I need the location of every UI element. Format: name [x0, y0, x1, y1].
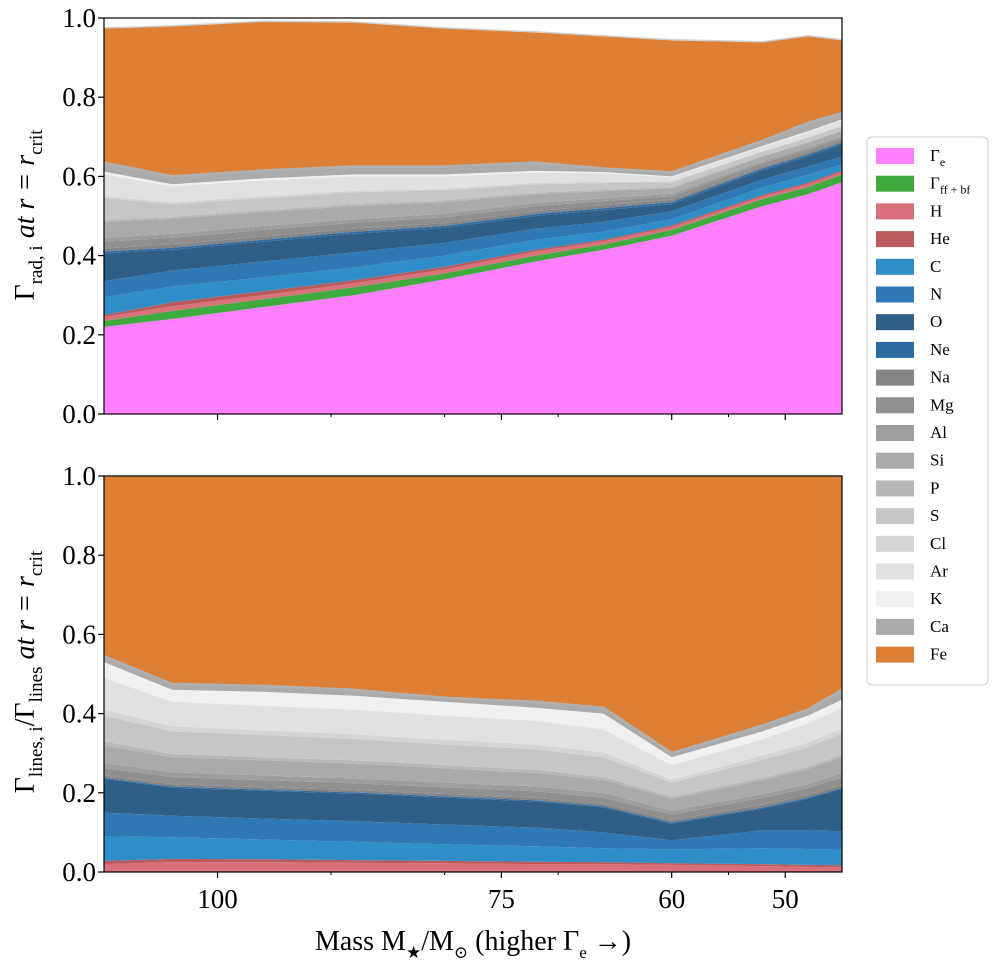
legend-swatch [876, 397, 914, 414]
x-tick-label: 75 [488, 884, 515, 914]
area-o [104, 778, 842, 841]
legend-label: P [930, 478, 939, 497]
fe-upper-edge [103, 20, 843, 43]
legend-swatch [876, 314, 914, 331]
legend-swatch [876, 563, 914, 580]
area-fe [104, 476, 842, 754]
area-n [104, 156, 842, 298]
legend-swatch [876, 175, 914, 192]
area-c [104, 164, 842, 315]
legend-swatch [876, 480, 914, 497]
area-o [104, 144, 842, 282]
legend-label: C [930, 257, 941, 276]
legend-label: He [930, 229, 950, 248]
legend-swatch [876, 203, 914, 220]
axes-frame [103, 475, 843, 873]
area-mg [104, 768, 842, 821]
bottom-panel: 0.0 0.2 0.4 0.6 0.8 1.0 100 75 60 50 [62, 461, 843, 914]
y-tick-label: 0.2 [62, 320, 96, 350]
y-tick-label: 0.4 [62, 699, 96, 729]
area-s [104, 126, 842, 220]
y-tick-label: 0.6 [62, 161, 96, 191]
area-n [104, 812, 842, 851]
area-cl [104, 125, 842, 205]
area-fe [104, 21, 842, 177]
legend-swatch [876, 369, 914, 386]
y-tick-label: 0.0 [62, 857, 96, 887]
legend-swatch [876, 646, 914, 663]
y-tick-label: 1.0 [62, 3, 96, 33]
legend-label: H [930, 201, 942, 220]
area-mg [104, 138, 842, 249]
area-h [104, 172, 842, 321]
area-k [104, 662, 842, 766]
x-tick-label: 50 [772, 884, 799, 914]
legend-swatch [876, 258, 914, 275]
legend-label: Fe [930, 645, 947, 664]
axes-frame [103, 17, 843, 415]
legend-swatch [876, 148, 914, 164]
legend-swatch [876, 508, 914, 525]
fe-lower-edge [103, 111, 843, 178]
x-tick-label: 60 [658, 884, 685, 914]
legend-swatch [876, 535, 914, 552]
area-s [104, 715, 842, 797]
legend-label: Γff + bf [930, 174, 970, 197]
legend-swatch [876, 618, 914, 635]
area-ar [104, 120, 842, 203]
legend-label: Cl [930, 534, 946, 553]
top-panel: 0.0 0.2 0.4 0.6 0.8 1.0 [62, 3, 843, 429]
area--ff-bf [104, 174, 842, 327]
legend-swatch [876, 425, 914, 441]
legend-label: Ar [930, 562, 948, 581]
y-tick-label: 0.6 [62, 619, 96, 649]
y-tick-label: 0.2 [62, 778, 96, 808]
legend-label: Si [930, 451, 944, 470]
y-tick-label: 0.0 [62, 399, 96, 429]
legend-label: K [930, 589, 943, 608]
legend-swatch [876, 591, 914, 608]
y-tick-label: 0.8 [62, 540, 96, 570]
legend-label: S [930, 506, 939, 525]
legend-label: Ca [930, 617, 949, 636]
area-he [104, 170, 842, 317]
legend-label: Γe [930, 146, 945, 169]
area-si [104, 130, 842, 238]
legend-label: Na [930, 368, 950, 387]
area-h [104, 862, 842, 872]
area--e [104, 182, 842, 414]
legend-swatch [876, 452, 914, 469]
area-ar [104, 678, 842, 780]
legend-label: O [930, 312, 942, 331]
x-axis-label: Mass M★/M⊙ (higher Γe →) [315, 926, 631, 962]
legend: Γe Γff + bf H He CNO Ne Na Mg Al Si PS Cl Ar K Ca Fe [866, 136, 989, 686]
legend-label: Mg [930, 395, 954, 414]
bottom-ylabel: Γlines, i/Γlines at r = rcrit [10, 550, 47, 793]
y-tick-label: 0.4 [62, 241, 96, 271]
area-c [104, 836, 842, 866]
area-si [104, 745, 842, 811]
legend-swatch [876, 341, 914, 358]
legend-swatch [876, 286, 914, 303]
y-tick-label: 1.0 [62, 461, 96, 491]
legend-label: Ne [930, 340, 950, 359]
y-tick-label: 0.8 [62, 82, 96, 112]
legend-label: N [930, 285, 942, 304]
legend-label: Al [930, 423, 947, 442]
fe-lower-edge [103, 655, 843, 755]
top-ylabel: Γrad, i at r = rcrit [10, 129, 47, 301]
area-he [104, 858, 842, 868]
x-tick-label: 100 [197, 884, 238, 914]
legend-swatch [876, 231, 914, 248]
